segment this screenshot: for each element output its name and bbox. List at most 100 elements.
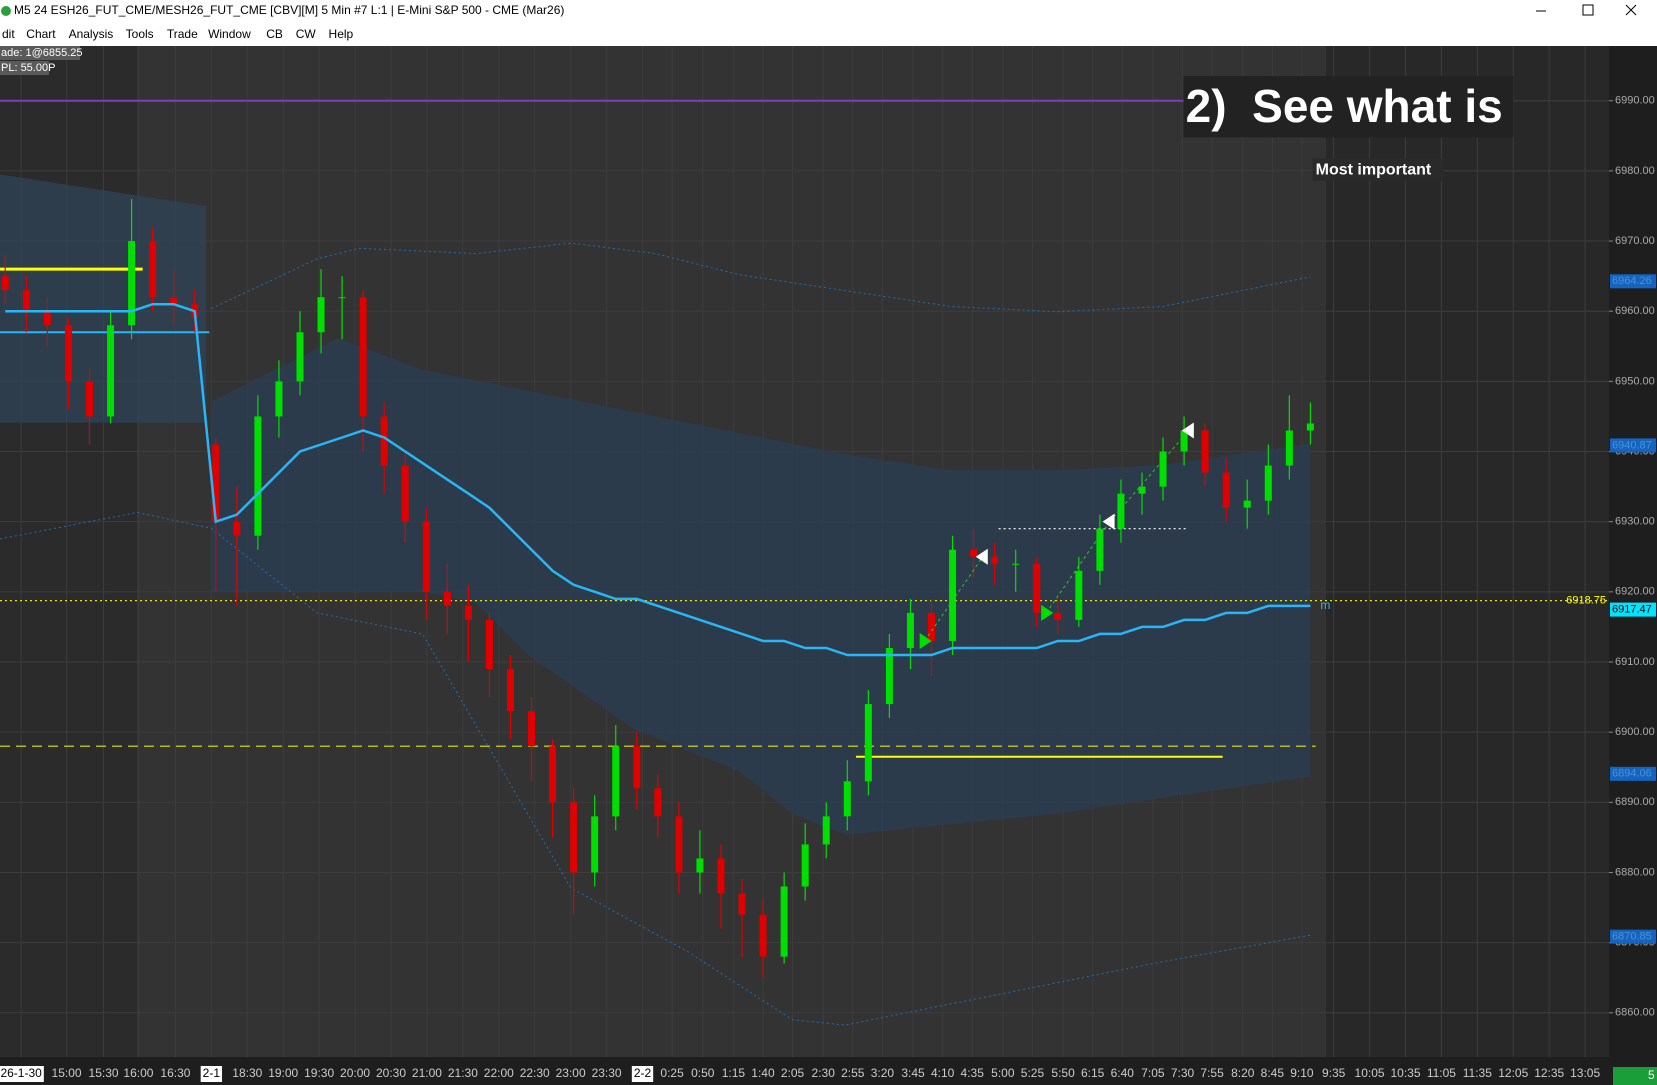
session-label: 2-1 (203, 1066, 221, 1080)
menu-item[interactable]: Analysis (69, 27, 114, 41)
value-band (211, 338, 1311, 835)
candle-body (1096, 528, 1104, 571)
y-tick-label: 6900.00 (1615, 726, 1655, 738)
candle-body (1138, 486, 1146, 494)
candle-body (906, 612, 914, 648)
price-box (1610, 274, 1656, 289)
x-tick-label: 21:00 (412, 1066, 442, 1080)
x-tick-label: 2:30 (812, 1066, 836, 1080)
close-button[interactable] (1625, 4, 1637, 16)
window-title: M5 24 ESH26_FUT_CME/MESH26_FUT_CME [CBV]… (14, 3, 564, 17)
overlay: dit Chart Analysis Tools Trade Window CB CW Help… (0, 27, 1657, 1085)
y-tick-label: 6950.00 (1615, 375, 1655, 387)
upper-dev (211, 242, 1311, 313)
y-tick-label: 6990.00 (1615, 95, 1655, 107)
candle-body (85, 381, 93, 417)
x-tick-label: 7:05 (1141, 1066, 1165, 1080)
title-bar (0, 0, 1657, 24)
candle-body (275, 381, 283, 417)
menu-item[interactable]: Trade (167, 27, 198, 41)
price-box (1610, 602, 1656, 617)
x-tick-label: 4:10 (931, 1066, 955, 1080)
x-tick-label: 12:05 (1498, 1066, 1528, 1080)
menu-item[interactable]: CW (296, 27, 317, 41)
status-box (1613, 1067, 1657, 1085)
candle-body (843, 781, 851, 817)
candle-body (506, 669, 514, 712)
y-tick-label: 6860.00 (1615, 1007, 1655, 1019)
candle-body (443, 591, 451, 606)
y-tick-label: 6930.00 (1615, 516, 1655, 528)
price-box-label: 6894.06 (1612, 768, 1652, 780)
x-tick-label: 0:50 (691, 1066, 715, 1080)
candle-body (380, 416, 388, 466)
x-tick-label: 21:30 (448, 1066, 478, 1080)
x-tick-label: 23:30 (592, 1066, 622, 1080)
menu-item[interactable]: CB (266, 27, 283, 41)
bands (0, 174, 1311, 1026)
candle-body (43, 311, 51, 326)
candle-body (570, 802, 578, 873)
price-text: 6918.75 (1566, 595, 1606, 607)
x-tick-label: 15:00 (52, 1066, 82, 1080)
x-tick-label: 19:00 (268, 1066, 298, 1080)
y-tick-label: 6880.00 (1615, 866, 1655, 878)
x-tick-label: 15:30 (89, 1066, 119, 1080)
maximize-button[interactable] (1582, 4, 1594, 16)
candle-body (254, 416, 262, 536)
menu-item[interactable]: Help (329, 27, 354, 41)
trade-link (1109, 430, 1190, 523)
x-tick-label: 8:20 (1231, 1066, 1255, 1080)
price-box (1610, 929, 1656, 944)
x-tick-label: 13:05 (1570, 1066, 1600, 1080)
candle-body (317, 297, 325, 333)
candle-body (549, 746, 557, 803)
price-box-label: 6917.47 (1612, 603, 1652, 615)
x-tick-label: 2:05 (781, 1066, 805, 1080)
info-badge (0, 61, 49, 75)
x-tick-label: 3:20 (871, 1066, 895, 1080)
x-tick-label: 5:00 (991, 1066, 1015, 1080)
candle-body (1, 276, 9, 291)
candle-body (1159, 451, 1167, 487)
candle-body (422, 521, 430, 592)
x-tick-label: 3:45 (901, 1066, 925, 1080)
candle-body (1033, 563, 1041, 613)
x-tick-label: 20:30 (376, 1066, 406, 1080)
app-icon (1, 6, 11, 16)
menu-item[interactable]: Window (208, 27, 251, 41)
candle-body (612, 746, 620, 817)
x-tick-label: 11:35 (1463, 1066, 1492, 1080)
candle-body (233, 521, 241, 536)
x-tick-label: 20:00 (340, 1066, 370, 1080)
candle-body (149, 241, 157, 298)
candle-body (675, 816, 683, 873)
x-tick-label: 23:00 (556, 1066, 586, 1080)
candle-body (591, 816, 599, 873)
lower-dev (0, 511, 1311, 1026)
trade-link (1045, 521, 1111, 614)
menu-item[interactable]: dit (2, 27, 15, 41)
marks (0, 99, 1609, 978)
candle-body (780, 886, 788, 957)
candle-body (485, 619, 493, 670)
candle-body (738, 893, 746, 915)
menu-item[interactable]: Chart (26, 27, 56, 41)
x-tick-label: 5:50 (1051, 1066, 1075, 1080)
moving-average (5, 302, 1311, 657)
x-tick-label: 9:35 (1322, 1066, 1346, 1080)
candle-body (1054, 612, 1062, 620)
signal-buy (1041, 604, 1054, 621)
x-tick-label: 10:05 (1355, 1066, 1385, 1080)
signal-sell (1181, 422, 1194, 439)
menu-item[interactable]: Tools (126, 27, 154, 41)
x-tick-label: 12:35 (1534, 1066, 1564, 1080)
candle-body (1222, 472, 1230, 508)
x-tick-label: 16:00 (123, 1066, 153, 1080)
subannotation-bg (1312, 158, 1444, 181)
price-axis (1609, 46, 1657, 1085)
x-tick-label: 7:30 (1171, 1066, 1195, 1080)
left-band (0, 174, 207, 423)
y-tick-label: 6920.00 (1615, 586, 1655, 598)
candle-body (801, 844, 809, 887)
